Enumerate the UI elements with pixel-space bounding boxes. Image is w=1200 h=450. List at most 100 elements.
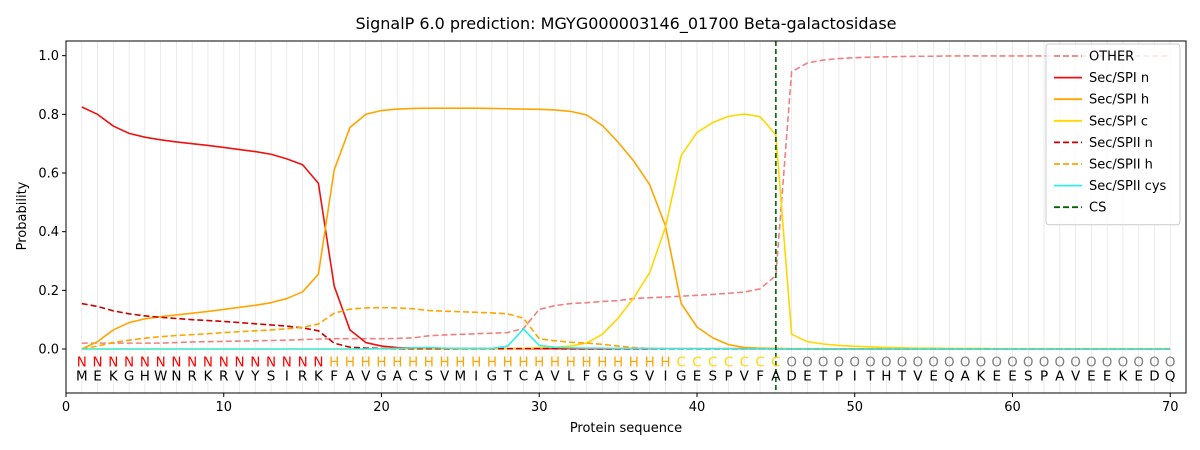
- x-tick-label: 0: [62, 400, 70, 415]
- series-line-2: [81, 107, 1171, 350]
- region-label: H: [550, 355, 560, 371]
- legend-label: Sec/SPI h: [1089, 93, 1149, 108]
- region-label: O: [944, 355, 955, 371]
- axes-frame: [65, 40, 1187, 394]
- residue-label: E: [693, 369, 702, 385]
- region-label: N: [234, 355, 244, 371]
- region-label: H: [345, 355, 355, 371]
- residue-label: F: [583, 369, 591, 385]
- residue-label: V: [361, 369, 371, 385]
- x-tick-label: 40: [689, 400, 706, 415]
- region-label: N: [77, 355, 87, 371]
- region-label: C: [708, 355, 717, 371]
- residue-label: I: [663, 369, 667, 385]
- region-label: C: [755, 355, 764, 371]
- y-tick-label: 0.8: [38, 108, 59, 123]
- region-label: N: [266, 355, 276, 371]
- region-label: O: [991, 355, 1002, 371]
- residue-label: F: [330, 369, 338, 385]
- legend-label: Sec/SPII cys: [1089, 179, 1167, 194]
- residue-label: S: [630, 369, 639, 385]
- region-label: N: [187, 355, 197, 371]
- region-label: O: [1165, 355, 1176, 371]
- residue-label: S: [425, 369, 434, 385]
- region-label: O: [976, 355, 987, 371]
- region-label: H: [645, 355, 655, 371]
- x-tick-label: 60: [1004, 400, 1021, 415]
- residue-label: G: [124, 369, 134, 385]
- legend-box: [1045, 43, 1181, 226]
- residue-label: V: [645, 369, 655, 385]
- residue-label: H: [881, 369, 891, 385]
- residue-label: E: [992, 369, 1001, 385]
- region-label: H: [503, 355, 513, 371]
- region-label: O: [1086, 355, 1097, 371]
- residue-label: D: [786, 369, 796, 385]
- region-label: H: [581, 355, 591, 371]
- region-label: O: [1118, 355, 1129, 371]
- legend-label: OTHER: [1089, 50, 1134, 65]
- region-label: N: [313, 355, 323, 371]
- residue-label: M: [76, 369, 88, 385]
- y-tick-label: 0.4: [38, 225, 59, 240]
- region-label: N: [219, 355, 229, 371]
- residue-label: R: [188, 369, 197, 385]
- residue-label: K: [1118, 369, 1128, 385]
- series-line-3: [81, 113, 1171, 350]
- region-label: O: [897, 355, 908, 371]
- y-tick-label: 0.6: [38, 167, 59, 182]
- region-label: H: [566, 355, 576, 371]
- y-tick-label: 0.0: [38, 343, 59, 358]
- residue-label: V: [550, 369, 560, 385]
- x-tick-label: 30: [531, 400, 548, 415]
- residue-label: V: [1071, 369, 1081, 385]
- series-line-4: [81, 302, 1171, 350]
- residue-label: S: [708, 369, 717, 385]
- y-axis-label: Probability: [15, 181, 30, 250]
- y-tick-label: 1.0: [38, 49, 59, 64]
- region-label: O: [913, 355, 924, 371]
- region-label: H: [440, 355, 450, 371]
- region-label: O: [1039, 355, 1050, 371]
- x-axis-label: Protein sequence: [570, 421, 682, 436]
- region-label: C: [740, 355, 749, 371]
- region-label: N: [282, 355, 292, 371]
- residue-label: M: [455, 369, 467, 385]
- residue-label: S: [267, 369, 276, 385]
- region-label: O: [1054, 355, 1065, 371]
- region-label: O: [1007, 355, 1018, 371]
- series-line-0: [81, 55, 1171, 344]
- residue-label: T: [897, 369, 907, 385]
- region-label: H: [361, 355, 371, 371]
- residue-label: T: [818, 369, 828, 385]
- residue-label: Q: [944, 369, 955, 385]
- residue-label: A: [771, 369, 781, 385]
- region-label: H: [629, 355, 639, 371]
- residue-label: P: [835, 369, 843, 385]
- region-label: H: [518, 355, 528, 371]
- residue-label: G: [597, 369, 607, 385]
- region-label: C: [676, 355, 685, 371]
- residue-label: E: [1103, 369, 1112, 385]
- region-label: O: [849, 355, 860, 371]
- residue-label: K: [976, 369, 986, 385]
- residue-label: G: [487, 369, 497, 385]
- region-label: O: [1070, 355, 1081, 371]
- x-tick-label: 70: [1162, 400, 1179, 415]
- residue-label: R: [219, 369, 228, 385]
- region-label: N: [250, 355, 260, 371]
- y-tick-label: 0.2: [38, 284, 59, 299]
- region-label: N: [92, 355, 102, 371]
- legend: OTHER Sec/SPI n Sec/SPI h Sec/SPI c Sec/SPII…: [1045, 43, 1181, 226]
- residue-label: G: [613, 369, 623, 385]
- residue-label: E: [1008, 369, 1017, 385]
- residue-label: A: [1055, 369, 1065, 385]
- region-label: O: [1149, 355, 1160, 371]
- region-label: H: [660, 355, 670, 371]
- region-label: O: [865, 355, 876, 371]
- legend-label: Sec/SPI n: [1089, 71, 1149, 86]
- residue-label: E: [1087, 369, 1096, 385]
- region-label: H: [424, 355, 434, 371]
- residue-label: R: [298, 369, 307, 385]
